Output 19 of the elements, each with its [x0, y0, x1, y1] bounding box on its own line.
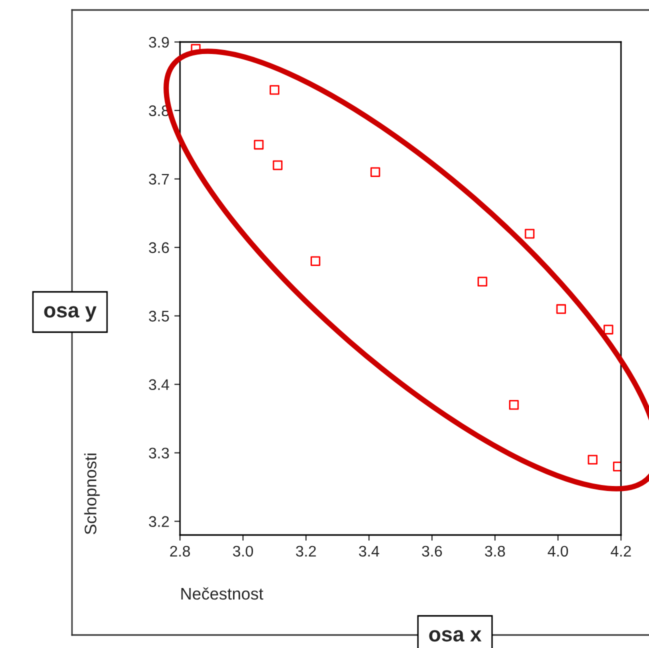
x-tick-label: 2.8: [170, 546, 190, 557]
y-axis-title: Schopnosti: [84, 454, 100, 534]
x-tick-label: 3.4: [358, 546, 380, 557]
text: osa x: [429, 630, 482, 642]
y-tick-label: 3.7: [148, 174, 169, 185]
x-tick-label: 4.0: [548, 546, 568, 557]
x-tick-label: 3.8: [484, 546, 505, 557]
y-tick-label: 3.4: [148, 379, 170, 390]
y-tick-label: 3.5: [148, 310, 169, 322]
x-tick-label: 3.6: [422, 546, 442, 557]
x-tick-label: 3.2: [296, 546, 316, 557]
x-tick-label: 4.2: [610, 546, 631, 556]
y-tick-label: 3.9: [148, 36, 169, 48]
y-tick-label: 3.6: [148, 242, 169, 254]
y-tick-label: 3.3: [148, 448, 169, 459]
x-axis-title: Nečestnost: [181, 587, 264, 600]
x-tick-label: 3.0: [232, 546, 254, 557]
text: osa y: [44, 306, 97, 322]
y-tick-label: 3.2: [148, 516, 169, 527]
